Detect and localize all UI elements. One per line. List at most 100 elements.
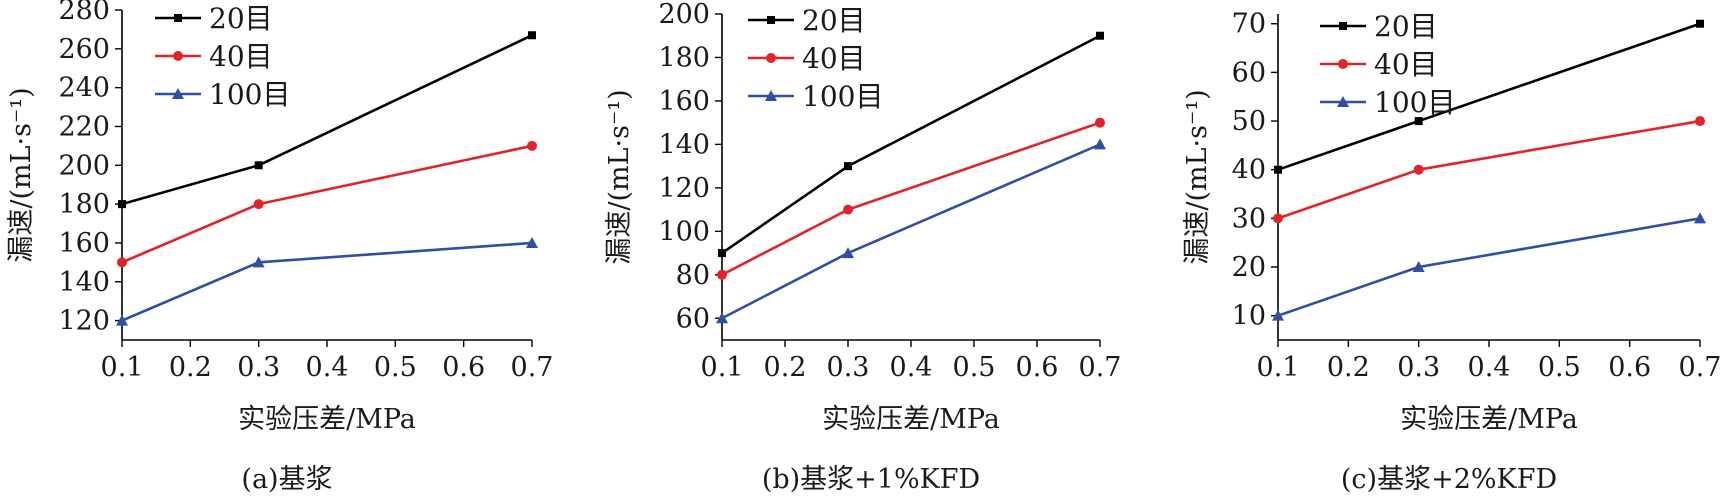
y-tick-label: 70	[1232, 9, 1266, 40]
x-axis-label: 实验压差/MPa	[1400, 404, 1578, 435]
y-tick-label: 140	[658, 129, 710, 160]
chart-b: 0.1 0.2 0.3 0.4 0.5 0.6 0.7 60 80 100 120 140 160 180…	[604, 0, 1121, 495]
y-tick-label: 160	[58, 228, 110, 259]
legend-label: 100目	[1374, 86, 1455, 119]
legend-marker	[174, 14, 182, 22]
chart-a: 0.1 0.2 0.3 0.4 0.5 0.6 0.7 120 140 160 180 200 220 2…	[6, 0, 554, 495]
data-point	[254, 161, 263, 170]
x-tick-label: 0.3	[827, 352, 870, 383]
y-tick-label: 280	[58, 0, 110, 26]
data-point	[1273, 213, 1283, 224]
data-point	[1274, 165, 1282, 174]
y-tick-label: 220	[58, 111, 110, 142]
x-tick-label: 0.5	[953, 352, 996, 383]
data-point	[1094, 138, 1106, 150]
x-axis-label: 实验压差/MPa	[822, 404, 1000, 435]
data-point	[117, 257, 127, 268]
y-tick-label: 50	[1232, 106, 1266, 137]
x-tick-label: 0.2	[764, 352, 807, 383]
y-tick-label: 160	[658, 86, 710, 117]
data-point	[1414, 117, 1423, 126]
subfigure-caption: (a)基浆	[241, 464, 332, 495]
data-point	[116, 314, 128, 326]
y-tick-label: 100	[658, 216, 710, 247]
series-line	[721, 121, 1101, 276]
x-tick-label: 0.6	[1016, 352, 1059, 383]
legend-label: 40目	[209, 40, 273, 73]
legend-label: 40目	[802, 42, 866, 75]
x-axis-label: 实验压差/MPa	[238, 404, 416, 435]
data-point	[1272, 309, 1284, 321]
data-point	[527, 140, 537, 151]
x-tick-label: 0.4	[1468, 352, 1511, 383]
y-tick-label: 30	[1232, 203, 1266, 234]
x-tick-label: 0.4	[306, 352, 349, 383]
x-tick-label: 0.7	[511, 352, 554, 383]
legend-label: 20目	[1374, 10, 1438, 43]
y-tick-label: 60	[1232, 57, 1266, 88]
series-line	[121, 34, 533, 206]
legend-marker	[765, 90, 777, 101]
data-point	[252, 256, 265, 268]
legend-label: 20目	[209, 2, 273, 35]
series-line	[121, 241, 533, 322]
data-point	[1096, 31, 1104, 40]
legend-marker	[766, 53, 776, 63]
x-tick-label: 0.3	[1397, 352, 1440, 383]
legend-label: 100目	[209, 78, 290, 111]
data-point	[1696, 19, 1704, 28]
x-tick-label: 0.2	[169, 352, 212, 383]
x-tick-label: 0.6	[442, 352, 485, 383]
y-tick-label: 260	[58, 34, 110, 65]
data-point	[716, 312, 728, 324]
subfigure-caption: (b)基浆+1%KFD	[762, 464, 980, 495]
x-tick-label: 0.5	[374, 352, 417, 383]
series-line	[121, 144, 533, 264]
legend-marker	[173, 51, 183, 61]
data-point	[118, 200, 126, 209]
x-tick-label: 0.6	[1608, 352, 1651, 383]
data-point	[526, 236, 538, 248]
data-point	[253, 199, 264, 210]
chart-panel-c: 0.1 0.2 0.3 0.4 0.5 0.6 0.7 10 20 30 40 50 60 70 实验压差/…	[1170, 0, 1736, 496]
data-point	[718, 249, 726, 258]
y-tick-label: 80	[676, 260, 710, 291]
series-line	[721, 143, 1101, 320]
y-tick-label: 120	[658, 173, 710, 204]
x-tick-label: 0.3	[237, 352, 280, 383]
y-tick-label: 180	[58, 189, 110, 220]
data-point	[1413, 164, 1424, 175]
legend-marker	[1338, 59, 1348, 69]
y-tick-label: 10	[1232, 301, 1266, 332]
x-tick-label: 0.1	[701, 352, 744, 383]
y-tick-label: 140	[58, 267, 110, 298]
y-tick-label: 40	[1232, 155, 1266, 186]
subfigure-caption: (c)基浆+2%KFD	[1341, 464, 1557, 495]
data-point	[1695, 116, 1705, 127]
y-tick-label: 240	[58, 73, 110, 104]
series-line	[1277, 119, 1701, 220]
x-tick-label: 0.2	[1327, 352, 1370, 383]
legend-label: 100目	[802, 80, 883, 113]
chart-c: 0.1 0.2 0.3 0.4 0.5 0.6 0.7 10 20 30 40 50 60 70 实验压差/…	[1182, 9, 1722, 495]
x-tick-label: 0.5	[1538, 352, 1581, 383]
x-tick-label: 0.1	[101, 352, 144, 383]
data-point	[842, 247, 854, 259]
y-tick-label: 20	[1232, 252, 1266, 283]
y-tick-label: 120	[58, 306, 110, 337]
y-axis-label: 漏速/(mL·s⁻¹)	[6, 87, 37, 262]
chart-panel-b: 0.1 0.2 0.3 0.4 0.5 0.6 0.7 60 80 100 120 140 160 180…	[590, 0, 1170, 496]
legend-marker	[767, 16, 775, 24]
series-line	[1277, 22, 1701, 171]
data-point	[844, 162, 852, 171]
legend-marker	[172, 88, 184, 99]
data-point	[717, 269, 727, 280]
y-tick-label: 180	[658, 42, 710, 73]
x-tick-label: 0.1	[1257, 352, 1300, 383]
legend-marker	[1337, 96, 1349, 107]
x-tick-label: 0.7	[1679, 352, 1722, 383]
y-tick-label: 60	[676, 303, 710, 334]
legend-label: 20目	[802, 4, 866, 37]
y-tick-label: 200	[58, 150, 110, 181]
